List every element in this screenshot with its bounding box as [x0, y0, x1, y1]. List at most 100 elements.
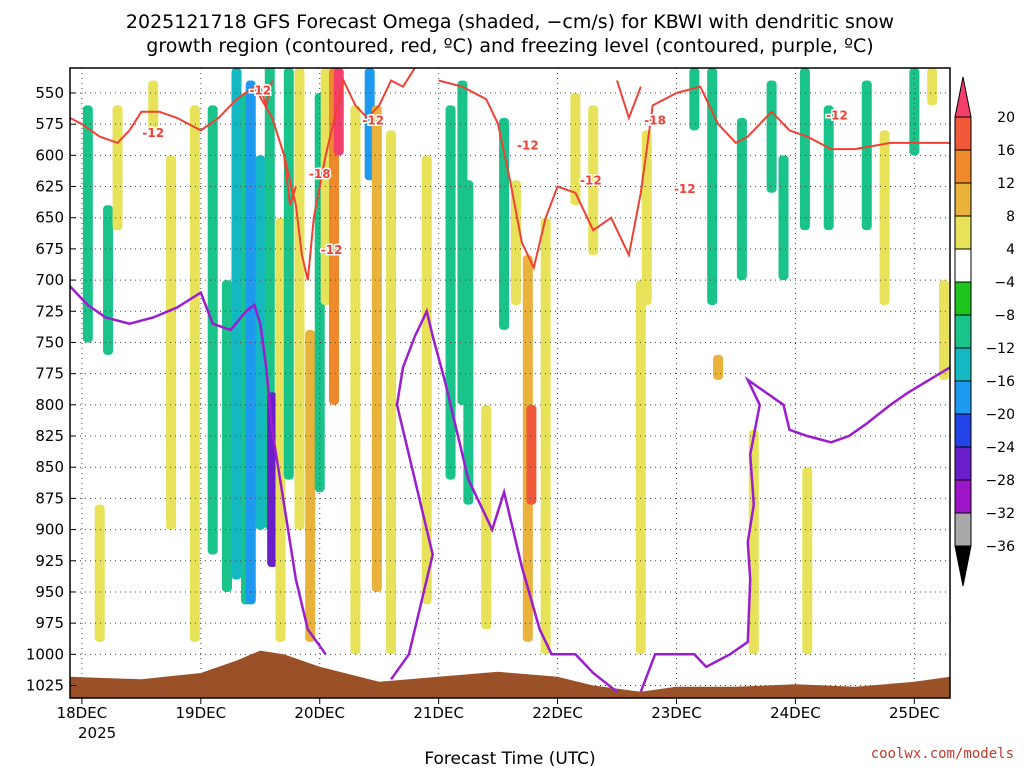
- omega-streak-46: [766, 80, 777, 193]
- colorbar-label-6: −8: [994, 308, 1015, 324]
- omega-streak-28: [445, 105, 456, 480]
- x-tick-label-2: 20DEC: [294, 704, 345, 722]
- y-tick-label-4: 650: [35, 209, 64, 227]
- colorbar-box-0: [954, 116, 972, 151]
- omega-streak-23: [350, 105, 361, 655]
- terrain-surface: [70, 650, 950, 698]
- omega-streak-50: [823, 105, 834, 231]
- y-tick-label-14: 900: [35, 521, 64, 539]
- colorbar-label-13: −36: [985, 539, 1015, 555]
- omega-streak-4: [148, 80, 159, 131]
- y-tick-label-16: 950: [35, 583, 64, 601]
- omega-streak-54: [927, 68, 938, 106]
- omega-streak-55: [939, 280, 950, 380]
- terrain-fill: [70, 650, 950, 698]
- omega-streak-18: [305, 329, 316, 642]
- y-tick-label-0: 550: [35, 84, 64, 102]
- dgz-contour-label-2: -18: [309, 167, 331, 181]
- omega-streak-14: [267, 392, 278, 568]
- omega-streak-48: [799, 68, 810, 231]
- y-tick-label-11: 825: [35, 427, 64, 445]
- dgz-contour-label-8: -12: [674, 182, 696, 196]
- omega-streak-42: [707, 68, 718, 306]
- colorbar-box-11: [954, 479, 972, 514]
- freezing-contour-0: [70, 285, 327, 656]
- omega-streak-17: [294, 68, 305, 530]
- omega-streak-0: [82, 105, 93, 343]
- y-tick-label-12: 850: [35, 458, 64, 476]
- colorbar-label-4: 4: [1006, 242, 1015, 258]
- x-tick-label-0: 18DEC: [57, 704, 108, 722]
- dgz-contour-4: [616, 80, 642, 121]
- x-axis-year-label: 2025: [78, 724, 116, 742]
- x-tick-label-6: 24DEC: [770, 704, 821, 722]
- omega-streak-41: [689, 68, 700, 131]
- x-tick-label-1: 19DEC: [176, 704, 227, 722]
- colorbar-label-0: 20: [997, 110, 1015, 126]
- dgz-contour-label-9: -12: [826, 108, 848, 122]
- omega-streak-47: [778, 155, 789, 281]
- omega-streak-43: [713, 354, 724, 380]
- dgz-contour-label-6: -12: [580, 173, 602, 187]
- colorbar-box-12: [954, 512, 972, 547]
- omega-streak-49: [802, 467, 813, 655]
- y-tick-label-15: 925: [35, 552, 64, 570]
- colorbar-label-8: −16: [985, 374, 1015, 390]
- y-tick-label-3: 625: [35, 178, 64, 196]
- colorbar-box-7: [954, 347, 972, 382]
- omega-streak-33: [510, 180, 521, 306]
- y-axis: 550 575 600 625 650 675 700 725 750 775 800 825 850 8…: [26, 84, 76, 695]
- omega-streak-25: [371, 105, 382, 592]
- colorbar-label-5: −4: [994, 275, 1015, 291]
- omega-streak-16: [283, 68, 294, 480]
- y-tick-label-1: 575: [35, 115, 64, 133]
- colorbar: 20 16 12 8 4 −4 −8 −12 −16 −20 −24 −28 −32 −36: [954, 76, 1015, 587]
- colorbar-box-5: [954, 281, 972, 316]
- colorbar-label-1: 16: [997, 143, 1015, 159]
- dgz-contour-label-0: -12: [142, 126, 164, 140]
- credit-label: coolwx.com/models: [871, 746, 1014, 762]
- colorbar-box-1: [954, 149, 972, 184]
- colorbar-label-3: 8: [1006, 209, 1015, 225]
- colorbar-box-8: [954, 380, 972, 415]
- omega-streak-1: [103, 205, 114, 355]
- dgz-contour-3: [283, 155, 297, 206]
- colorbar-box-6: [954, 314, 972, 349]
- omega-streak-44: [736, 117, 747, 281]
- y-tick-label-17: 975: [35, 614, 64, 632]
- y-tick-label-18: 1000: [26, 645, 64, 663]
- x-tick-label-4: 22DEC: [532, 704, 583, 722]
- y-tick-label-13: 875: [35, 489, 64, 507]
- omega-streak-6: [189, 105, 200, 642]
- x-tick-label-3: 21DEC: [413, 704, 464, 722]
- colorbar-label-2: 12: [997, 176, 1015, 192]
- y-tick-label-10: 800: [35, 396, 64, 414]
- colorbar-box-9: [954, 413, 972, 448]
- omega-streak-15: [275, 217, 286, 642]
- y-tick-label-9: 775: [35, 365, 64, 383]
- omega-streak-35: [526, 404, 537, 505]
- dgz-contour-label-4: -12: [362, 113, 384, 127]
- colorbar-box-2: [954, 182, 972, 217]
- omega-streak-7: [207, 105, 218, 555]
- colorbar-arrow-top: [954, 76, 972, 118]
- y-tick-label-7: 725: [35, 302, 64, 320]
- y-tick-label-5: 675: [35, 240, 64, 258]
- y-tick-label-2: 600: [35, 146, 64, 164]
- colorbar-box-3: [954, 215, 972, 250]
- plot-area: [70, 68, 950, 698]
- dgz-contour-label-3: -12: [321, 243, 343, 257]
- x-axis: 18DEC 19DEC 20DEC 21DEC 22DEC 23DEC 24DEC 25DEC: [57, 698, 940, 722]
- chart-title-line-1: 2025121718 GFS Forecast Omega (shaded, −…: [126, 11, 894, 33]
- omega-streak-26: [386, 130, 397, 655]
- omega-streak-52: [879, 130, 890, 306]
- y-tick-label-8: 750: [35, 333, 64, 351]
- omega-streak-3: [112, 105, 123, 231]
- dgz-contour-2: [259, 80, 274, 110]
- omega-streak-5: [166, 155, 177, 530]
- omega-streak-27: [421, 155, 432, 605]
- plot-frame: [69, 67, 951, 699]
- colorbar-label-12: −32: [985, 506, 1015, 522]
- x-axis-title: Forecast Time (UTC): [424, 749, 595, 768]
